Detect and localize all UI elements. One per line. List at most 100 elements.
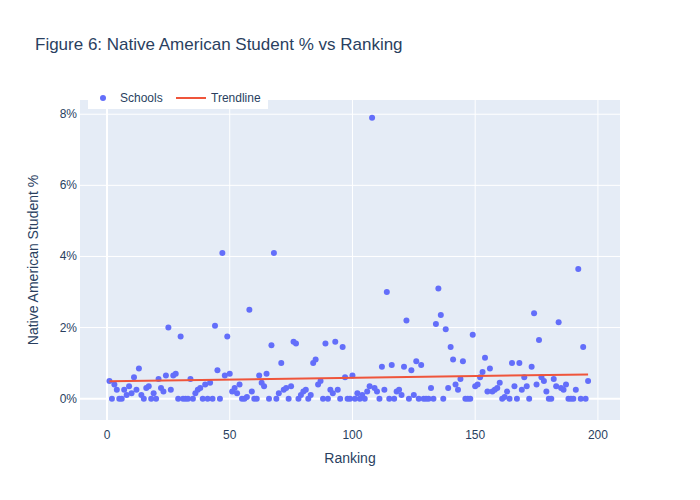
point bbox=[322, 341, 328, 347]
point bbox=[497, 380, 503, 386]
point bbox=[460, 358, 466, 364]
point bbox=[435, 285, 441, 291]
point bbox=[438, 312, 444, 318]
point bbox=[534, 381, 540, 387]
point bbox=[396, 387, 402, 393]
point bbox=[445, 385, 451, 391]
point bbox=[264, 371, 270, 377]
point bbox=[369, 115, 375, 121]
point bbox=[119, 396, 125, 402]
point bbox=[524, 383, 530, 389]
point bbox=[526, 396, 532, 402]
point bbox=[168, 387, 174, 393]
x-grid-line bbox=[106, 100, 108, 420]
point bbox=[219, 250, 225, 256]
point bbox=[190, 396, 196, 402]
point bbox=[507, 396, 513, 402]
point bbox=[509, 360, 515, 366]
point bbox=[563, 381, 569, 387]
point bbox=[536, 337, 542, 343]
y-tick-label: 8% bbox=[60, 107, 78, 121]
point bbox=[482, 355, 488, 361]
point bbox=[126, 383, 132, 389]
point bbox=[114, 387, 120, 393]
point bbox=[381, 387, 387, 393]
point bbox=[332, 339, 338, 345]
legend: Schools Trendline bbox=[88, 87, 268, 109]
point bbox=[585, 378, 591, 384]
point bbox=[450, 357, 456, 363]
point bbox=[411, 392, 417, 398]
x-tick-label: 200 bbox=[588, 428, 608, 442]
point bbox=[273, 396, 279, 402]
point bbox=[551, 376, 557, 382]
point bbox=[561, 387, 567, 393]
point bbox=[212, 323, 218, 329]
legend-label: Trendline bbox=[211, 91, 261, 105]
point bbox=[330, 390, 336, 396]
point bbox=[448, 344, 454, 350]
point bbox=[430, 396, 436, 402]
point bbox=[232, 385, 238, 391]
point bbox=[529, 364, 535, 370]
point bbox=[227, 371, 233, 377]
point bbox=[153, 396, 159, 402]
point bbox=[453, 381, 459, 387]
point bbox=[428, 385, 434, 391]
point bbox=[475, 381, 481, 387]
point bbox=[256, 373, 262, 379]
point bbox=[293, 341, 299, 347]
point bbox=[286, 396, 292, 402]
point bbox=[214, 367, 220, 373]
point bbox=[337, 396, 343, 402]
point bbox=[313, 357, 319, 363]
legend-box bbox=[88, 87, 268, 109]
point bbox=[261, 383, 267, 389]
point bbox=[384, 289, 390, 295]
point bbox=[583, 396, 589, 402]
point bbox=[401, 364, 407, 370]
point bbox=[268, 342, 274, 348]
point bbox=[433, 321, 439, 327]
point bbox=[217, 396, 223, 402]
trendline bbox=[109, 374, 588, 381]
x-axis-title: Ranking bbox=[324, 450, 375, 466]
point bbox=[109, 396, 115, 402]
point bbox=[111, 381, 117, 387]
point bbox=[480, 369, 486, 375]
point bbox=[543, 389, 549, 395]
point bbox=[249, 389, 255, 395]
point bbox=[160, 389, 166, 395]
y-tick-label: 6% bbox=[60, 178, 78, 192]
point bbox=[379, 364, 385, 370]
y-axis-title: Native American Student % bbox=[25, 175, 41, 345]
point bbox=[511, 383, 517, 389]
point bbox=[224, 333, 230, 339]
legend-label: Schools bbox=[120, 91, 163, 105]
point bbox=[165, 325, 171, 331]
point bbox=[514, 396, 520, 402]
point bbox=[271, 250, 277, 256]
point bbox=[129, 390, 135, 396]
point bbox=[210, 396, 216, 402]
point bbox=[288, 383, 294, 389]
point bbox=[580, 344, 586, 350]
x-tick-label: 100 bbox=[342, 428, 362, 442]
point bbox=[163, 373, 169, 379]
data bbox=[106, 115, 591, 402]
point bbox=[141, 396, 147, 402]
y-grid-line bbox=[80, 256, 620, 257]
point bbox=[244, 394, 250, 400]
point bbox=[276, 390, 282, 396]
point bbox=[237, 381, 243, 387]
point bbox=[406, 396, 412, 402]
point bbox=[173, 371, 179, 377]
point bbox=[335, 387, 341, 393]
point bbox=[570, 396, 576, 402]
point bbox=[494, 385, 500, 391]
point bbox=[467, 396, 473, 402]
x-tick-label: 50 bbox=[223, 428, 237, 442]
chart: 0501001502000%2%4%6%8%Figure 6: Native A… bbox=[0, 0, 700, 500]
point bbox=[376, 396, 382, 402]
point bbox=[516, 360, 522, 366]
